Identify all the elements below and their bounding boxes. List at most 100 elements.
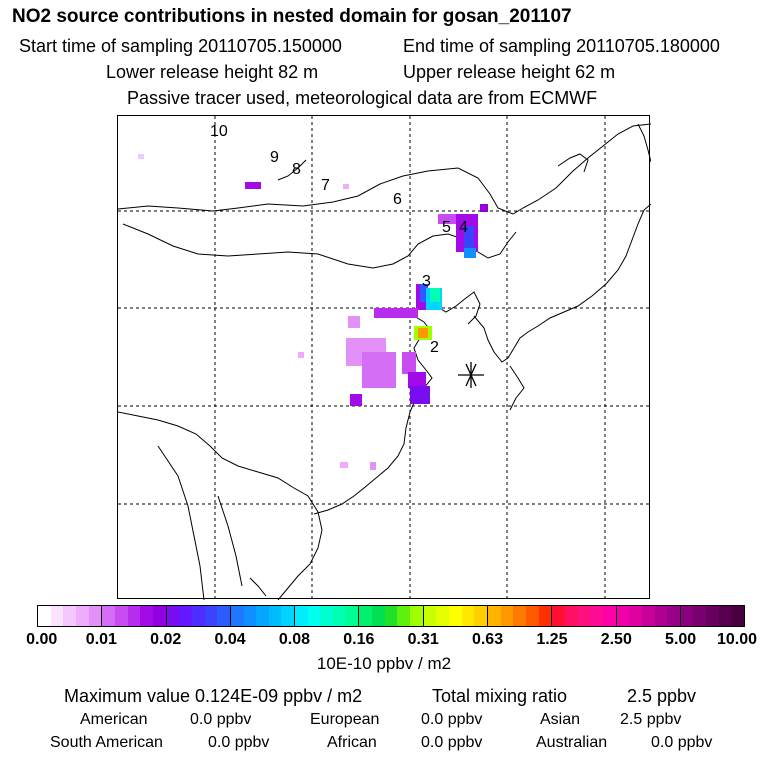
map-label-10: 10 (210, 123, 228, 140)
plume-cell (402, 352, 416, 374)
color-swatch (217, 606, 230, 626)
color-scale-tick-label: 0.00 (26, 631, 58, 648)
color-swatch (564, 606, 578, 626)
color-swatch (268, 606, 282, 626)
plume-cell (408, 372, 426, 388)
color-swatch (63, 606, 76, 626)
start-time-label: Start time of sampling 20110705.150000 (19, 36, 342, 56)
color-swatch (436, 606, 449, 626)
color-scale-tick-label: 0.16 (343, 631, 375, 648)
color-swatch (256, 606, 269, 626)
color-swatch (538, 606, 552, 626)
plume-cell (343, 184, 349, 189)
region-name-asian: Asian (540, 711, 581, 728)
region-value-european: 0.0 ppbv (421, 711, 483, 728)
color-swatch (602, 606, 616, 626)
region-name-american: American (80, 711, 148, 728)
color-scale-tick-label: 1.25 (536, 631, 568, 648)
color-swatch (75, 606, 89, 626)
region-name-australian: Australian (536, 734, 608, 751)
color-swatch (101, 606, 115, 626)
color-swatch (693, 606, 707, 626)
color-swatch (513, 606, 526, 626)
color-scale-bar (37, 605, 745, 627)
color-swatch (486, 606, 501, 626)
color-swatch (243, 606, 257, 626)
region-name-european: European (310, 711, 380, 728)
tracer-note: Passive tracer used, meteorological data… (127, 88, 598, 108)
color-swatch (679, 606, 694, 626)
color-swatch (165, 606, 180, 626)
color-swatch (152, 606, 166, 626)
map-label-8: 8 (292, 161, 301, 178)
star-cross-icon (458, 362, 484, 388)
color-swatch (191, 606, 205, 626)
color-scale-tick-label: 5.00 (665, 631, 697, 648)
map-label-7: 7 (321, 177, 330, 194)
color-swatch (474, 606, 487, 626)
color-swatch (706, 606, 719, 626)
color-swatch (320, 606, 334, 626)
plume-cell (370, 462, 376, 470)
concentration-plume (138, 154, 488, 470)
map-label-6: 6 (393, 191, 402, 208)
color-swatch (38, 606, 51, 626)
region-value-american: 0.0 ppbv (190, 711, 252, 728)
region-name-south-american: South American (50, 734, 163, 751)
color-swatch (333, 606, 346, 626)
color-swatch (410, 606, 423, 626)
color-scale-tick-label: 10.00 (716, 631, 758, 648)
color-swatch (294, 606, 308, 626)
color-swatch (397, 606, 411, 626)
color-swatch (500, 606, 514, 626)
color-swatch (358, 606, 373, 626)
color-swatch (731, 606, 745, 626)
map-panel: 10 9 8 7 6 5 4 3 2 (117, 115, 651, 600)
region-value-australian: 0.0 ppbv (651, 734, 713, 751)
color-swatch (461, 606, 475, 626)
map-label-9: 9 (270, 149, 279, 166)
plume-cell (348, 316, 360, 328)
color-swatch (577, 606, 591, 626)
color-scale-tick-label: 0.31 (407, 631, 439, 648)
color-swatch (229, 606, 244, 626)
plume-cell (420, 284, 428, 302)
plume-cell (340, 462, 348, 468)
color-swatch (384, 606, 398, 626)
max-value-label: Maximum value 0.124E-09 ppbv / m2 (64, 686, 363, 706)
lat-lon-grid (118, 116, 651, 600)
plume-cell (138, 154, 144, 159)
color-swatch (667, 606, 680, 626)
color-swatch (422, 606, 437, 626)
color-swatch (50, 606, 64, 626)
plume-cell (245, 182, 261, 189)
plume-cell (464, 248, 476, 258)
plot-title: NO2 source contributions in nested domai… (12, 6, 572, 27)
color-swatch (140, 606, 153, 626)
region-name-african: African (327, 734, 377, 751)
total-mixing-label: Total mixing ratio (432, 686, 568, 706)
color-scale-tick-label: 0.63 (471, 631, 504, 648)
color-swatch (281, 606, 295, 626)
map-label-2: 2 (430, 339, 439, 356)
plume-cell (350, 394, 362, 406)
plume-cell (430, 288, 440, 302)
color-swatch (307, 606, 321, 626)
color-swatch (449, 606, 462, 626)
plume-cell (464, 226, 474, 250)
color-swatch (88, 606, 102, 626)
map-label-4: 4 (459, 219, 468, 236)
color-swatch (641, 606, 655, 626)
total-mixing-value: 2.5 ppbv (627, 686, 697, 706)
color-swatch (114, 606, 128, 626)
color-scale-tick-label: 0.02 (150, 631, 182, 648)
upper-release-label: Upper release height 62 m (403, 62, 616, 82)
end-time-label: End time of sampling 20110705.180000 (403, 36, 720, 56)
region-value-south-american: 0.0 ppbv (208, 734, 270, 751)
plume-cell (362, 352, 396, 388)
region-value-african: 0.0 ppbv (421, 734, 483, 751)
map-label-5: 5 (442, 219, 451, 236)
plume-cell (374, 308, 418, 318)
color-scale-tick-label: 0.01 (85, 631, 117, 648)
color-swatch (615, 606, 630, 626)
